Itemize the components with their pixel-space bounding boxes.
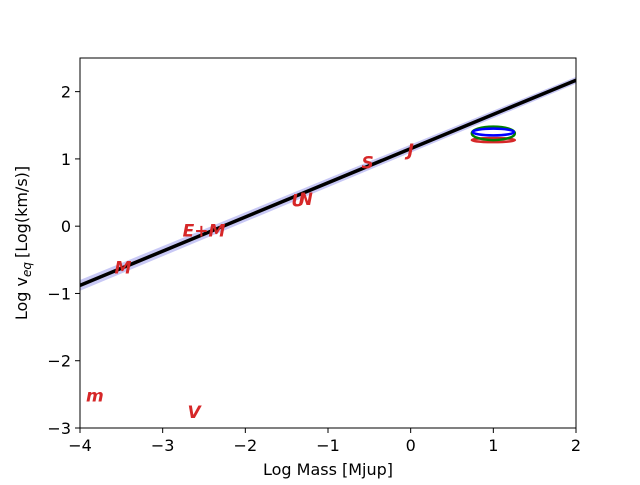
point-label-0: m	[86, 386, 104, 406]
y-tick-label: 1	[61, 150, 71, 169]
x-tick-label: 1	[488, 436, 498, 455]
point-label-4: U	[291, 191, 305, 211]
y-tick-label: 0	[61, 217, 71, 236]
y-tick-label: −2	[47, 352, 71, 371]
point-label-5: N	[299, 190, 313, 210]
ellipse-marker-2	[471, 127, 516, 137]
ellipse-marker-1	[470, 125, 517, 142]
x-tick-label: 2	[571, 436, 581, 455]
x-tick-label: −2	[234, 436, 258, 455]
y-axis-label-subscript: eq	[20, 262, 34, 277]
point-label-2: M	[115, 259, 132, 279]
x-axis-label: Log Mass [Mjup]	[263, 460, 393, 479]
y-tick-label: −1	[47, 284, 71, 303]
y-axis-label: Log veq [Log(km/s)]	[12, 166, 34, 320]
x-tick-label: 0	[406, 436, 416, 455]
y-axis-label-main: Log v	[12, 277, 31, 320]
x-tick-label: −1	[316, 436, 340, 455]
point-label-7: J	[405, 141, 414, 161]
x-tick-label: −4	[68, 436, 92, 455]
point-label-6: S	[362, 154, 374, 174]
ellipse-marker-0	[470, 136, 517, 144]
x-tick-label: −3	[151, 436, 175, 455]
y-tick-label: 2	[61, 83, 71, 102]
y-axis-label-units: [Log(km/s)]	[12, 166, 31, 258]
y-tick-label: −3	[47, 419, 71, 438]
plot-content	[80, 76, 576, 291]
point-label-1: V	[187, 403, 202, 423]
point-label-3: E+M	[183, 222, 226, 242]
plot-area: m V M E+M UN S J	[80, 76, 576, 423]
fit-line	[80, 78, 576, 287]
